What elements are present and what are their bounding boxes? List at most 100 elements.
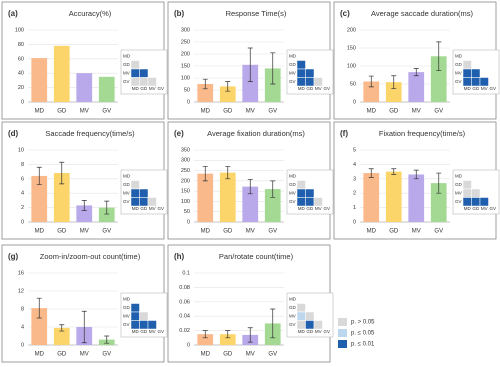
x-tick-label: MV <box>412 229 421 235</box>
matrix-col-label: GV <box>489 86 496 91</box>
significance-cell <box>462 188 472 198</box>
matrix-row-label: MD <box>455 53 463 58</box>
matrix-col-label: MV <box>149 86 156 91</box>
error-bar <box>247 47 253 82</box>
matrix-row-label: GV <box>455 79 462 84</box>
y-tick-label: 4 <box>353 162 356 168</box>
significance-cell <box>296 60 306 70</box>
matrix-row-label: GV <box>455 199 462 204</box>
bar <box>31 58 48 102</box>
bar <box>385 82 402 102</box>
y-tick-label: 0 <box>187 219 190 225</box>
matrix-row-label: MV <box>123 313 130 318</box>
x-tick-label: MV <box>80 352 89 358</box>
x-tick-label: GD <box>57 229 67 235</box>
y-tick-label: 6 <box>21 176 24 182</box>
error-bar <box>436 172 442 194</box>
error-bar <box>270 308 276 339</box>
y-tick-label: 5 <box>353 147 356 153</box>
panel: (c) Average saccade duration(ms) 0 50 100 150… <box>333 1 500 120</box>
significance-cell <box>479 77 489 87</box>
panel-label: (a) <box>8 9 18 18</box>
significance-cell <box>147 197 157 207</box>
significance-cell <box>130 320 140 330</box>
matrix-col-label: MD <box>132 86 140 91</box>
significance-cell <box>130 180 140 190</box>
matrix-col-label: MV <box>315 86 322 91</box>
significance-cell <box>305 311 315 321</box>
panel-label: (e) <box>174 129 184 138</box>
y-tick-label: 250 <box>181 39 190 45</box>
x-tick-label: MV <box>246 352 255 358</box>
matrix-row-label: MD <box>123 53 131 58</box>
matrix-row-label: GD <box>289 305 297 310</box>
legend-label: p. ≤ 0.01 <box>351 342 375 348</box>
y-tick-label: 1 <box>353 205 356 211</box>
panel-label: (b) <box>174 9 185 18</box>
y-tick-label: 0.1 <box>182 270 190 276</box>
y-tick-label: 50 <box>184 87 190 93</box>
error-bar <box>225 330 231 339</box>
matrix-col-label: GV <box>323 86 330 91</box>
significance-cell <box>462 180 472 190</box>
significance-cell <box>139 77 149 87</box>
panel: (h) Pan/rotate count(time) 0 0.02 0.04 0.06 0.… <box>167 244 334 363</box>
error-bar <box>270 180 276 198</box>
bar <box>363 173 380 222</box>
significance-cell <box>296 188 306 198</box>
x-tick-label: GD <box>57 352 67 358</box>
panel-label: (d) <box>8 129 19 138</box>
y-tick-label: 150 <box>181 63 190 69</box>
matrix-col-label: GV <box>157 86 164 91</box>
y-tick-label: 200 <box>181 178 190 184</box>
matrix-col-label: MV <box>315 329 322 334</box>
matrix-col-label: MV <box>149 329 156 334</box>
bar <box>98 207 115 222</box>
panel-title: Fixation frequency(time/s) <box>379 129 466 138</box>
matrix-row-label: GV <box>123 199 130 204</box>
panel-label: (c) <box>340 9 350 18</box>
y-tick-label: 0 <box>187 99 190 105</box>
error-bar <box>225 166 231 180</box>
bar <box>242 186 259 222</box>
x-tick-label: MV <box>80 109 89 115</box>
x-tick-label: MV <box>246 109 255 115</box>
y-tick-label: 0 <box>353 219 356 225</box>
matrix-col-label: GV <box>323 206 330 211</box>
significance-cell <box>479 197 489 207</box>
matrix-col-label: MD <box>132 206 140 211</box>
matrix-col-label: MD <box>298 86 306 91</box>
error-bar <box>202 166 208 182</box>
matrix-row-label: GD <box>289 182 297 187</box>
significance-cell <box>305 320 315 330</box>
x-tick-label: GV <box>102 229 111 235</box>
y-tick-label: 2 <box>353 191 356 197</box>
matrix-row-label: MV <box>455 190 462 195</box>
error-bar <box>413 68 419 77</box>
bar <box>242 64 259 102</box>
matrix-col-label: MD <box>464 206 472 211</box>
panel-title: Saccade frequency(time/s) <box>45 129 135 138</box>
y-tick-label: 50 <box>184 209 190 215</box>
error-bar <box>391 75 397 90</box>
y-tick-label: 0.04 <box>179 314 190 320</box>
bar <box>31 175 48 222</box>
significance-cell <box>130 60 140 70</box>
matrix-row-label: GD <box>455 62 463 67</box>
error-bar <box>59 161 65 185</box>
significance-cell <box>130 188 140 198</box>
x-tick-label: GV <box>268 109 277 115</box>
matrix-row-label: MV <box>289 313 296 318</box>
matrix-row-label: MV <box>455 70 462 75</box>
bar <box>53 327 70 345</box>
y-tick-label: 0 <box>187 342 190 348</box>
y-tick-label: 200 <box>181 51 190 57</box>
bar <box>264 68 281 102</box>
x-tick-label: MV <box>246 229 255 235</box>
significance-cell <box>296 77 306 87</box>
matrix-col-label: MV <box>481 206 488 211</box>
matrix-row-label: MD <box>455 173 463 178</box>
matrix-row-label: GD <box>123 182 131 187</box>
matrix-row-label: GV <box>289 322 296 327</box>
